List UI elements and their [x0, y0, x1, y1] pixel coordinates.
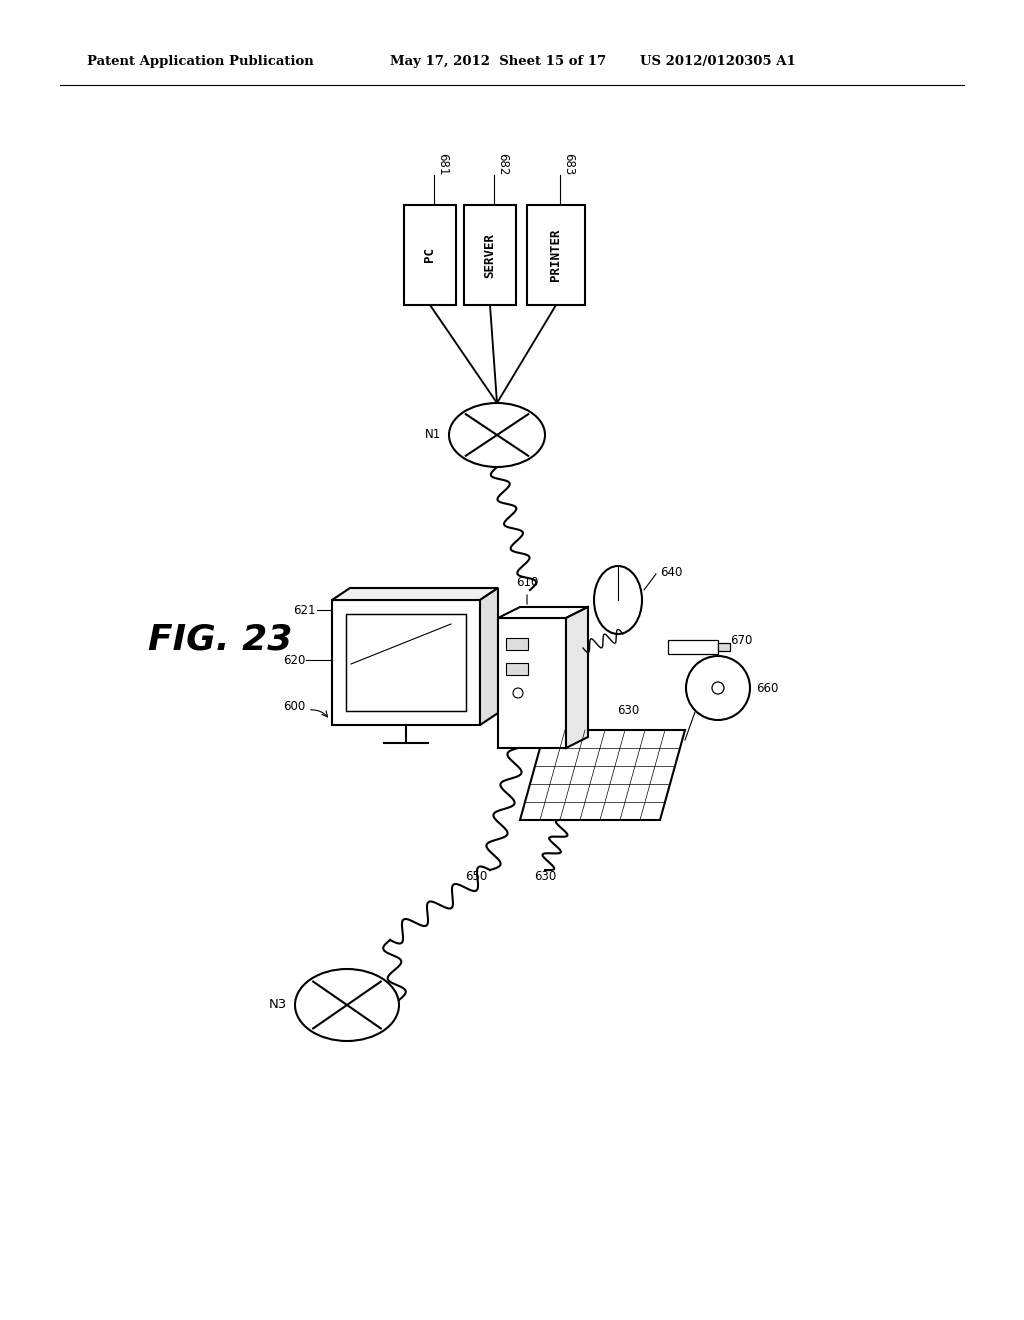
Text: Patent Application Publication: Patent Application Publication — [87, 55, 313, 69]
Text: 650: 650 — [465, 870, 487, 883]
Text: 670: 670 — [730, 634, 753, 647]
Bar — [527, 205, 585, 305]
Ellipse shape — [594, 566, 642, 634]
Bar — [332, 601, 480, 725]
Polygon shape — [480, 587, 498, 725]
Polygon shape — [498, 607, 588, 618]
Text: 621: 621 — [294, 603, 316, 616]
Text: 683: 683 — [562, 153, 575, 176]
Text: 630: 630 — [617, 704, 640, 717]
Bar — [668, 640, 718, 653]
Bar — [346, 614, 466, 711]
Ellipse shape — [686, 656, 750, 719]
Bar — [404, 205, 456, 305]
Polygon shape — [566, 607, 588, 748]
Text: 660: 660 — [756, 681, 778, 694]
Ellipse shape — [513, 688, 523, 698]
Bar — [498, 618, 566, 748]
Text: N1: N1 — [425, 429, 441, 441]
Polygon shape — [520, 730, 685, 820]
Bar — [464, 205, 516, 305]
Ellipse shape — [449, 403, 545, 467]
Polygon shape — [332, 587, 498, 601]
Text: May 17, 2012  Sheet 15 of 17: May 17, 2012 Sheet 15 of 17 — [390, 55, 606, 69]
Bar — [506, 638, 528, 649]
Text: 630: 630 — [534, 870, 556, 883]
Text: 620: 620 — [283, 653, 305, 667]
Text: US 2012/0120305 A1: US 2012/0120305 A1 — [640, 55, 796, 69]
Bar — [506, 663, 528, 675]
Text: 600: 600 — [283, 700, 305, 713]
Text: SERVER: SERVER — [483, 232, 497, 277]
Bar — [718, 643, 730, 651]
Text: 682: 682 — [496, 153, 509, 176]
Text: 640: 640 — [660, 565, 682, 578]
Ellipse shape — [295, 969, 399, 1041]
Ellipse shape — [712, 682, 724, 694]
Text: PRINTER: PRINTER — [550, 228, 562, 281]
Text: N3: N3 — [268, 998, 287, 1011]
Text: PC: PC — [424, 248, 436, 263]
Text: 681: 681 — [436, 153, 449, 176]
Text: FIG. 23: FIG. 23 — [148, 623, 293, 657]
Text: 610: 610 — [516, 576, 539, 589]
